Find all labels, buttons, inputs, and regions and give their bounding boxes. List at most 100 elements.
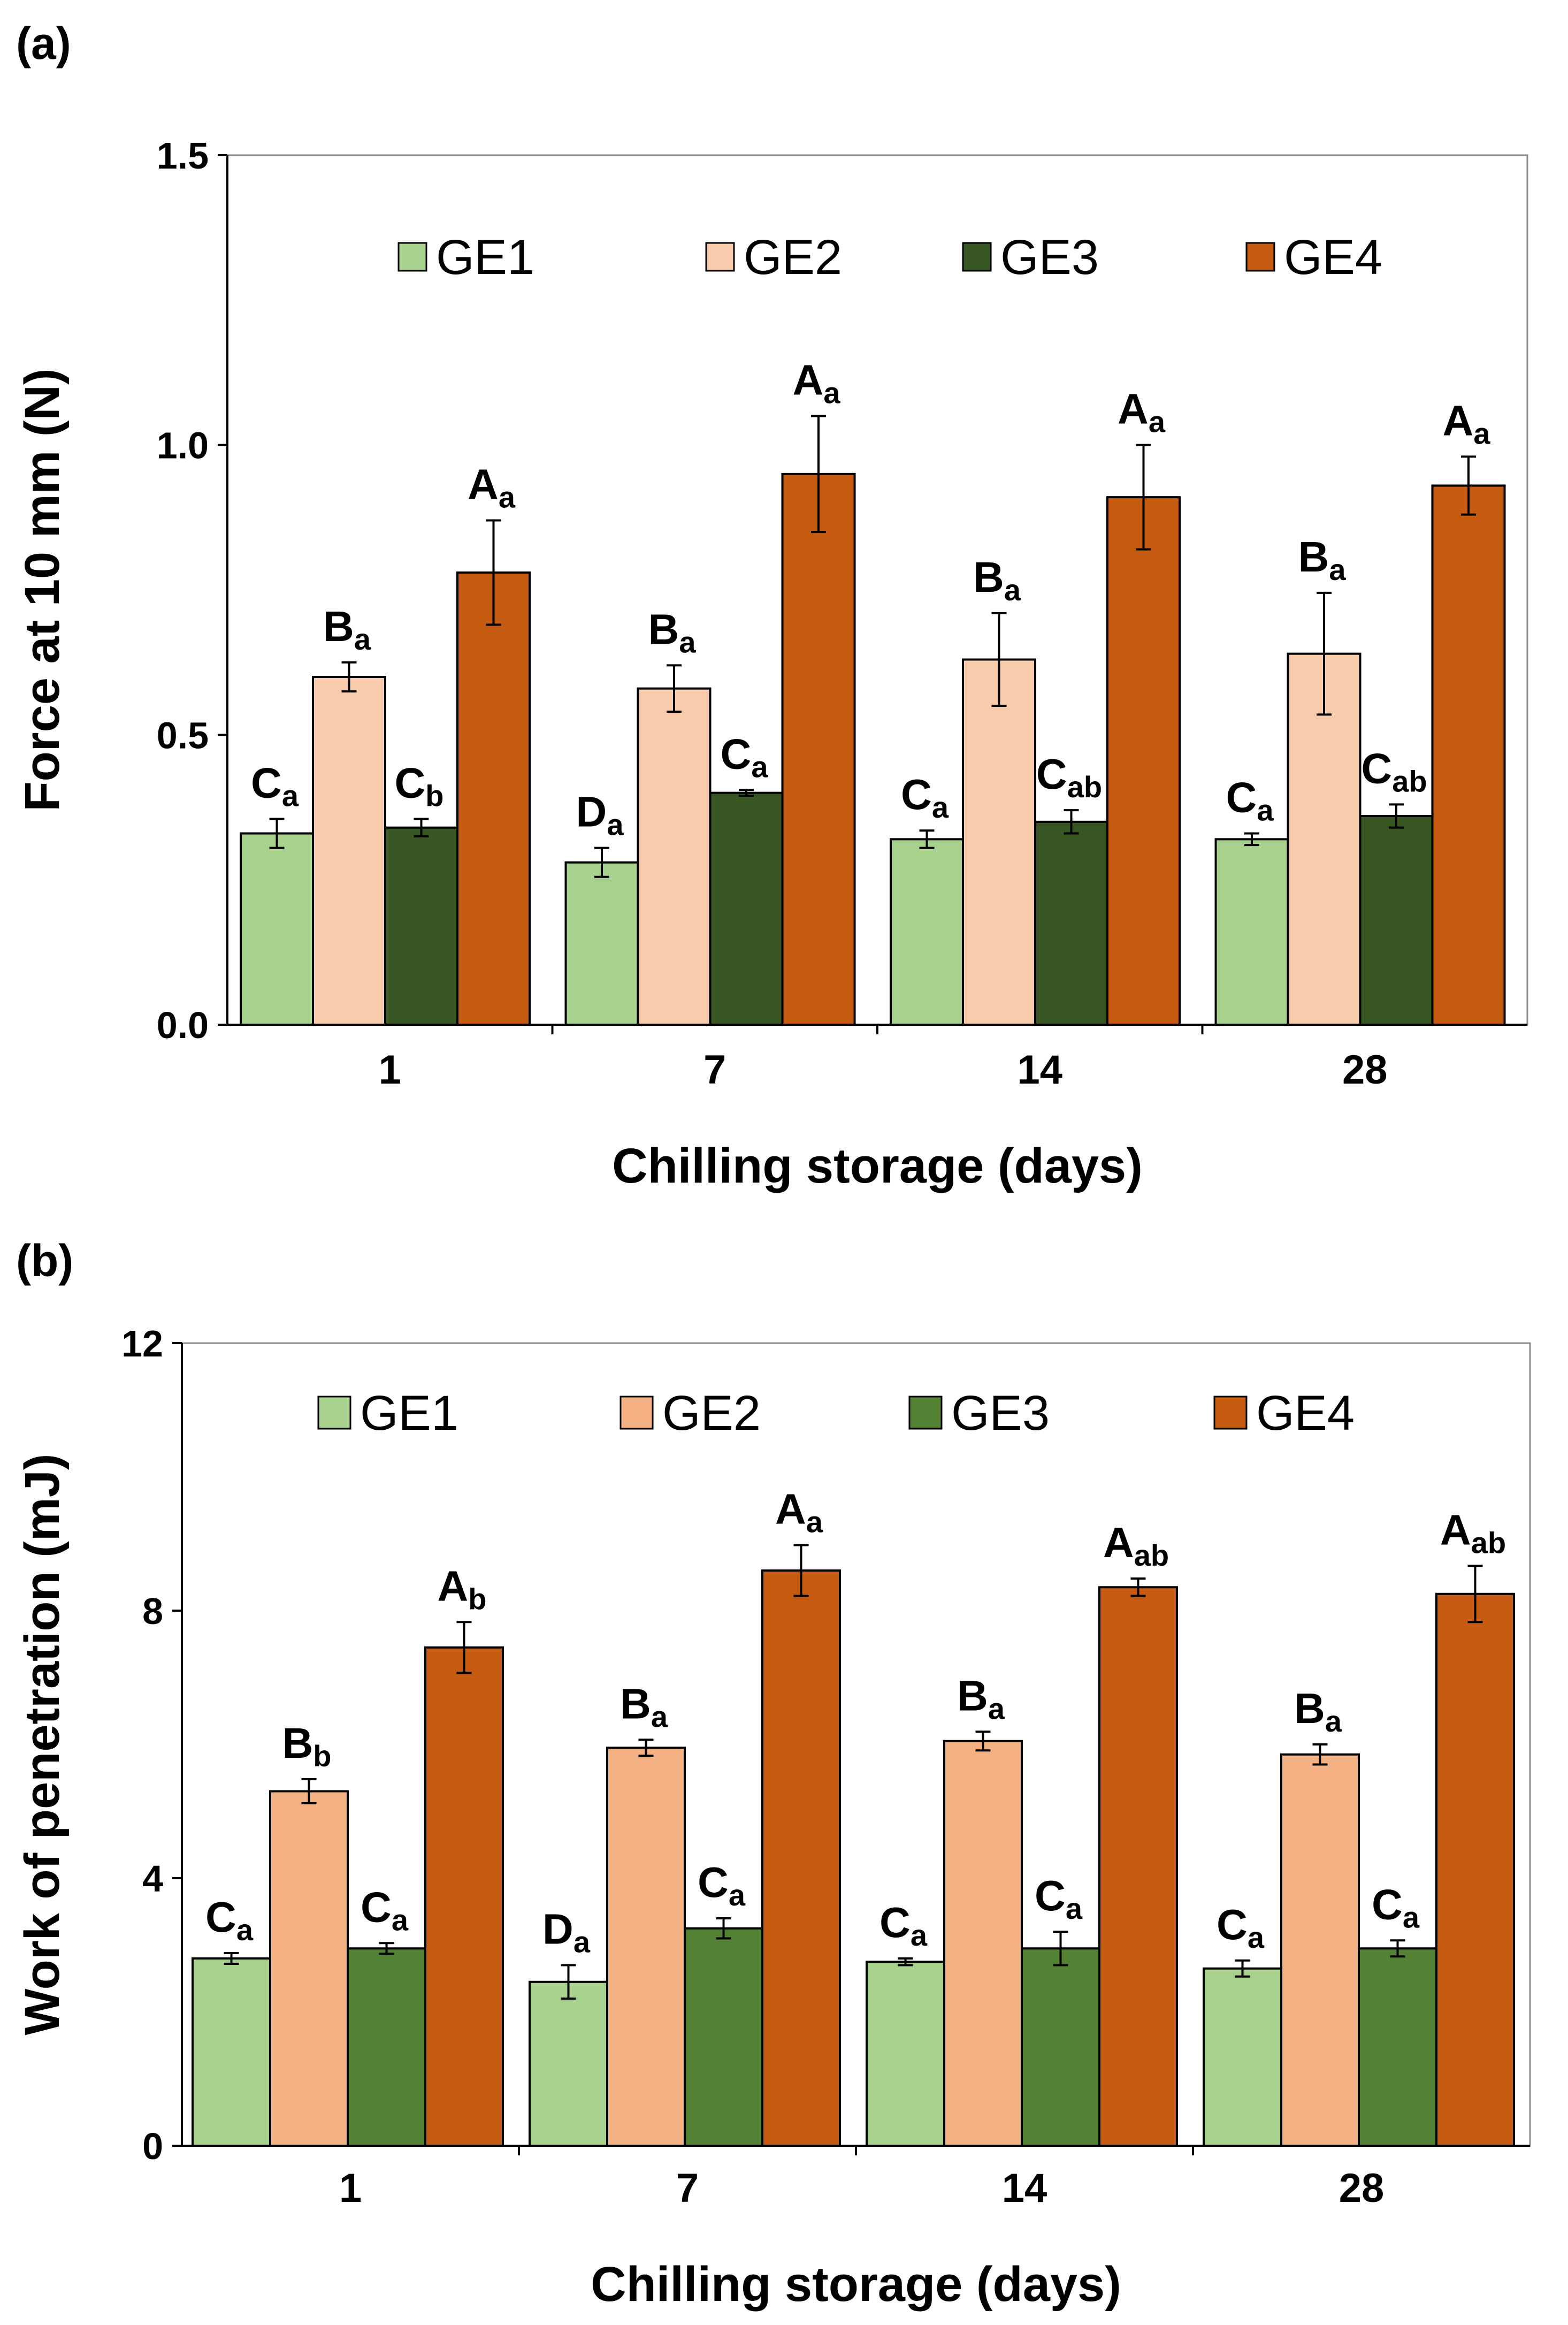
significance-subscript: a	[932, 790, 949, 824]
significance-label: Cab	[1361, 744, 1427, 798]
significance-letter: A	[793, 356, 824, 404]
bar-ge2	[606, 1747, 686, 2147]
significance-label: Ca	[361, 1883, 409, 1937]
bar-ge1	[1203, 1967, 1282, 2147]
legend-swatch-ge3	[908, 1396, 943, 1430]
significance-label: Ca	[205, 1893, 254, 1947]
legend-swatch-ge2	[619, 1396, 654, 1430]
y-tick-label: 0.5	[157, 714, 209, 756]
bar-ge2	[637, 687, 712, 1026]
significance-subscript: a	[1066, 1892, 1083, 1925]
significance-label: Aab	[1440, 1506, 1506, 1559]
significance-subscript: a	[392, 1903, 409, 1937]
significance-label: Aa	[793, 356, 841, 410]
significance-subscript: b	[468, 1582, 486, 1615]
significance-subscript: a	[1473, 416, 1490, 450]
significance-label: Cab	[1036, 750, 1102, 804]
significance-label: Ca	[698, 1858, 746, 1912]
bar-ge1	[890, 838, 964, 1026]
significance-subscript: a	[1248, 1920, 1265, 1954]
bar-ge2	[312, 676, 386, 1026]
significance-subscript: a	[1325, 1704, 1342, 1738]
bar-ge4	[1098, 1586, 1178, 2147]
significance-subscript: a	[1257, 794, 1274, 827]
bar-ge4	[456, 571, 531, 1026]
bar-ge2	[962, 658, 1036, 1026]
significance-label: Aa	[1118, 385, 1166, 439]
significance-label: Ba	[1298, 533, 1347, 586]
chart-b: (b)048121CaBbCaAb7DaBaCaAa14CaBaCaAab28C…	[15, 1236, 1531, 2312]
bar-ge3	[1358, 1947, 1437, 2147]
panel-label: (b)	[16, 1236, 73, 1286]
significance-subscript: b	[425, 779, 443, 812]
bar-ge1	[192, 1957, 271, 2147]
significance-subscript: ab	[1471, 1526, 1506, 1559]
significance-letter: B	[323, 603, 354, 650]
y-tick-label: 0	[142, 2125, 163, 2167]
significance-letter: D	[576, 788, 607, 836]
significance-subscript: a	[679, 625, 696, 659]
significance-label: Ca	[721, 730, 769, 783]
significance-letter: C	[395, 759, 426, 806]
significance-subscript: a	[911, 1918, 928, 1952]
significance-letter: A	[438, 1562, 469, 1610]
significance-label: Ca	[1226, 774, 1274, 827]
significance-letter: A	[1103, 1519, 1134, 1566]
significance-letter: C	[1035, 1872, 1066, 1919]
significance-label: Ca	[1217, 1901, 1265, 1954]
panel-label: (a)	[16, 18, 71, 68]
bar-ge4	[781, 472, 856, 1026]
significance-letter: C	[1372, 1880, 1403, 1928]
significance-label: Ca	[901, 771, 949, 824]
y-tick-label: 1.0	[157, 425, 209, 467]
significance-letter: D	[542, 1905, 573, 1953]
significance-subscript: a	[282, 779, 299, 812]
x-tick-label: 7	[676, 2166, 699, 2211]
significance-letter: C	[361, 1883, 392, 1931]
significance-subscript: a	[651, 1699, 668, 1733]
significance-label: Cb	[395, 759, 444, 812]
bar-ge4	[1435, 1592, 1515, 2147]
significance-label: Da	[576, 788, 624, 842]
significance-subscript: ab	[1392, 764, 1427, 798]
significance-label: Aa	[468, 461, 516, 514]
significance-subscript: a	[1149, 405, 1166, 439]
bar-ge3	[684, 1927, 763, 2147]
significance-letter: A	[468, 461, 499, 508]
significance-label: Aab	[1103, 1519, 1169, 1572]
significance-label: Ca	[1035, 1872, 1083, 1925]
bar-ge2	[1280, 1753, 1360, 2147]
significance-letter: B	[620, 1680, 651, 1727]
x-tick-label: 14	[1002, 2166, 1047, 2211]
legend-swatch-ge1	[397, 242, 427, 272]
significance-letter: B	[973, 553, 1004, 601]
significance-letter: C	[251, 759, 282, 806]
bar-ge3	[384, 826, 458, 1026]
bar-ge3	[1021, 1947, 1100, 2147]
x-tick-label: 1	[379, 1047, 401, 1093]
legend-swatch-ge1	[317, 1396, 351, 1430]
bar-ge3	[1359, 815, 1434, 1026]
significance-letter: B	[957, 1672, 988, 1719]
significance-letter: C	[1217, 1901, 1248, 1948]
significance-letter: C	[901, 771, 932, 818]
bar-ge1	[529, 1980, 608, 2147]
legend-swatch-ge4	[1245, 242, 1275, 272]
significance-subscript: a	[1403, 1900, 1420, 1934]
legend-label: GE3	[951, 1386, 1050, 1440]
significance-subscript: a	[1004, 573, 1021, 607]
significance-letter: A	[775, 1485, 806, 1533]
y-tick-label: 1.5	[157, 135, 209, 177]
y-axis-title: Force at 10 mm (N)	[15, 368, 70, 811]
bar-ge1	[240, 832, 314, 1026]
x-tick-label: 14	[1017, 1047, 1062, 1093]
significance-label: Ba	[957, 1672, 1005, 1725]
legend-swatch-ge3	[962, 242, 992, 272]
significance-subscript: a	[607, 808, 624, 842]
bar-ge1	[866, 1961, 945, 2147]
significance-subscript: b	[313, 1739, 331, 1773]
significance-subscript: a	[573, 1925, 591, 1959]
legend-label: GE4	[1284, 230, 1382, 285]
significance-label: Ba	[648, 605, 697, 659]
